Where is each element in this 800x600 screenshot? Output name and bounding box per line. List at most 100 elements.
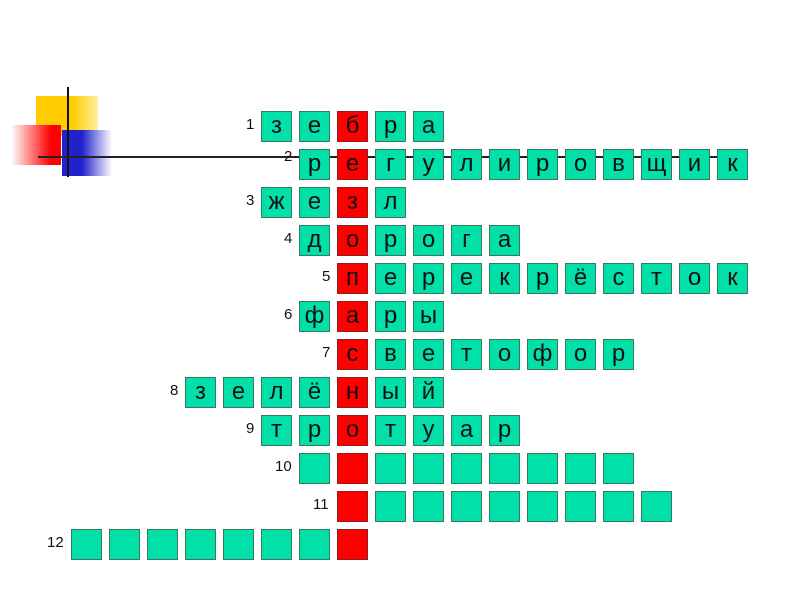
crossword-cell[interactable]: е: [413, 339, 444, 370]
crossword-cell[interactable]: [147, 529, 178, 560]
crossword-cell[interactable]: [413, 453, 444, 484]
crossword-cell[interactable]: и: [489, 149, 520, 180]
crossword-cell[interactable]: л: [451, 149, 482, 180]
crossword-cell[interactable]: а: [489, 225, 520, 256]
crossword-cell[interactable]: е: [451, 263, 482, 294]
crossword-cell[interactable]: с: [603, 263, 634, 294]
crossword-cell[interactable]: в: [375, 339, 406, 370]
crossword-cell[interactable]: о: [413, 225, 444, 256]
key-cell[interactable]: е: [337, 149, 368, 180]
crossword-cell[interactable]: [565, 453, 596, 484]
row-number: 12: [47, 534, 64, 551]
vertical-line-decoration: [67, 87, 69, 177]
crossword-cell[interactable]: р: [375, 301, 406, 332]
crossword-cell[interactable]: к: [717, 149, 748, 180]
crossword-cell[interactable]: т: [375, 415, 406, 446]
crossword-cell[interactable]: [641, 491, 672, 522]
row-number: 11: [313, 496, 329, 513]
row-number: 6: [284, 306, 293, 323]
key-cell[interactable]: а: [337, 301, 368, 332]
crossword-cell[interactable]: з: [261, 111, 292, 142]
crossword-cell[interactable]: г: [451, 225, 482, 256]
crossword-cell[interactable]: з: [185, 377, 216, 408]
crossword-cell[interactable]: р: [603, 339, 634, 370]
crossword-cell[interactable]: [261, 529, 292, 560]
crossword-cell[interactable]: к: [717, 263, 748, 294]
crossword-cell[interactable]: е: [223, 377, 254, 408]
crossword-cell[interactable]: р: [299, 415, 330, 446]
row-number: 10: [275, 458, 292, 475]
key-cell[interactable]: о: [337, 415, 368, 446]
crossword-cell[interactable]: л: [261, 377, 292, 408]
crossword-cell[interactable]: д: [299, 225, 330, 256]
key-cell[interactable]: [337, 453, 368, 484]
crossword-cell[interactable]: е: [375, 263, 406, 294]
crossword-cell[interactable]: р: [527, 263, 558, 294]
crossword-cell[interactable]: [527, 491, 558, 522]
crossword-cell[interactable]: а: [451, 415, 482, 446]
crossword-cell[interactable]: [451, 453, 482, 484]
crossword-cell[interactable]: й: [413, 377, 444, 408]
key-cell[interactable]: [337, 491, 368, 522]
crossword-cell[interactable]: у: [413, 149, 444, 180]
crossword-cell[interactable]: о: [489, 339, 520, 370]
crossword-cell[interactable]: у: [413, 415, 444, 446]
crossword-cell[interactable]: ж: [261, 187, 292, 218]
key-cell[interactable]: з: [337, 187, 368, 218]
crossword-cell[interactable]: [413, 491, 444, 522]
crossword-cell[interactable]: [299, 453, 330, 484]
crossword-cell[interactable]: е: [299, 187, 330, 218]
row-number: 5: [322, 268, 331, 285]
crossword-cell[interactable]: г: [375, 149, 406, 180]
crossword-cell[interactable]: [185, 529, 216, 560]
crossword-cell[interactable]: [299, 529, 330, 560]
crossword-cell[interactable]: [489, 491, 520, 522]
key-cell[interactable]: б: [337, 111, 368, 142]
crossword-cell[interactable]: о: [565, 149, 596, 180]
crossword-cell[interactable]: [489, 453, 520, 484]
crossword-cell[interactable]: о: [565, 339, 596, 370]
crossword-cell[interactable]: [603, 453, 634, 484]
crossword-cell[interactable]: т: [641, 263, 672, 294]
crossword-cell[interactable]: о: [679, 263, 710, 294]
blue-square-decoration: [62, 130, 112, 176]
row-number: 4: [284, 230, 293, 247]
crossword-cell[interactable]: [223, 529, 254, 560]
crossword-cell[interactable]: т: [261, 415, 292, 446]
key-cell[interactable]: н: [337, 377, 368, 408]
crossword-cell[interactable]: т: [451, 339, 482, 370]
row-number: 3: [246, 192, 255, 209]
crossword-cell[interactable]: ё: [565, 263, 596, 294]
crossword-cell[interactable]: р: [375, 111, 406, 142]
crossword-cell[interactable]: р: [527, 149, 558, 180]
crossword-cell[interactable]: а: [413, 111, 444, 142]
crossword-cell[interactable]: [109, 529, 140, 560]
key-cell[interactable]: с: [337, 339, 368, 370]
crossword-cell[interactable]: ф: [527, 339, 558, 370]
crossword-cell[interactable]: [71, 529, 102, 560]
crossword-cell[interactable]: е: [299, 111, 330, 142]
key-cell[interactable]: [337, 529, 368, 560]
crossword-cell[interactable]: р: [413, 263, 444, 294]
crossword-cell[interactable]: р: [375, 225, 406, 256]
crossword-cell[interactable]: ы: [413, 301, 444, 332]
crossword-cell[interactable]: [565, 491, 596, 522]
crossword-cell[interactable]: к: [489, 263, 520, 294]
key-cell[interactable]: п: [337, 263, 368, 294]
red-square-decoration: [11, 125, 61, 165]
crossword-cell[interactable]: и: [679, 149, 710, 180]
crossword-cell[interactable]: в: [603, 149, 634, 180]
crossword-cell[interactable]: р: [299, 149, 330, 180]
crossword-cell[interactable]: ё: [299, 377, 330, 408]
key-cell[interactable]: о: [337, 225, 368, 256]
crossword-cell[interactable]: ф: [299, 301, 330, 332]
crossword-cell[interactable]: л: [375, 187, 406, 218]
crossword-cell[interactable]: [375, 453, 406, 484]
crossword-cell[interactable]: [451, 491, 482, 522]
crossword-cell[interactable]: [603, 491, 634, 522]
crossword-cell[interactable]: [527, 453, 558, 484]
crossword-cell[interactable]: щ: [641, 149, 672, 180]
crossword-cell[interactable]: ы: [375, 377, 406, 408]
crossword-cell[interactable]: [375, 491, 406, 522]
crossword-cell[interactable]: р: [489, 415, 520, 446]
